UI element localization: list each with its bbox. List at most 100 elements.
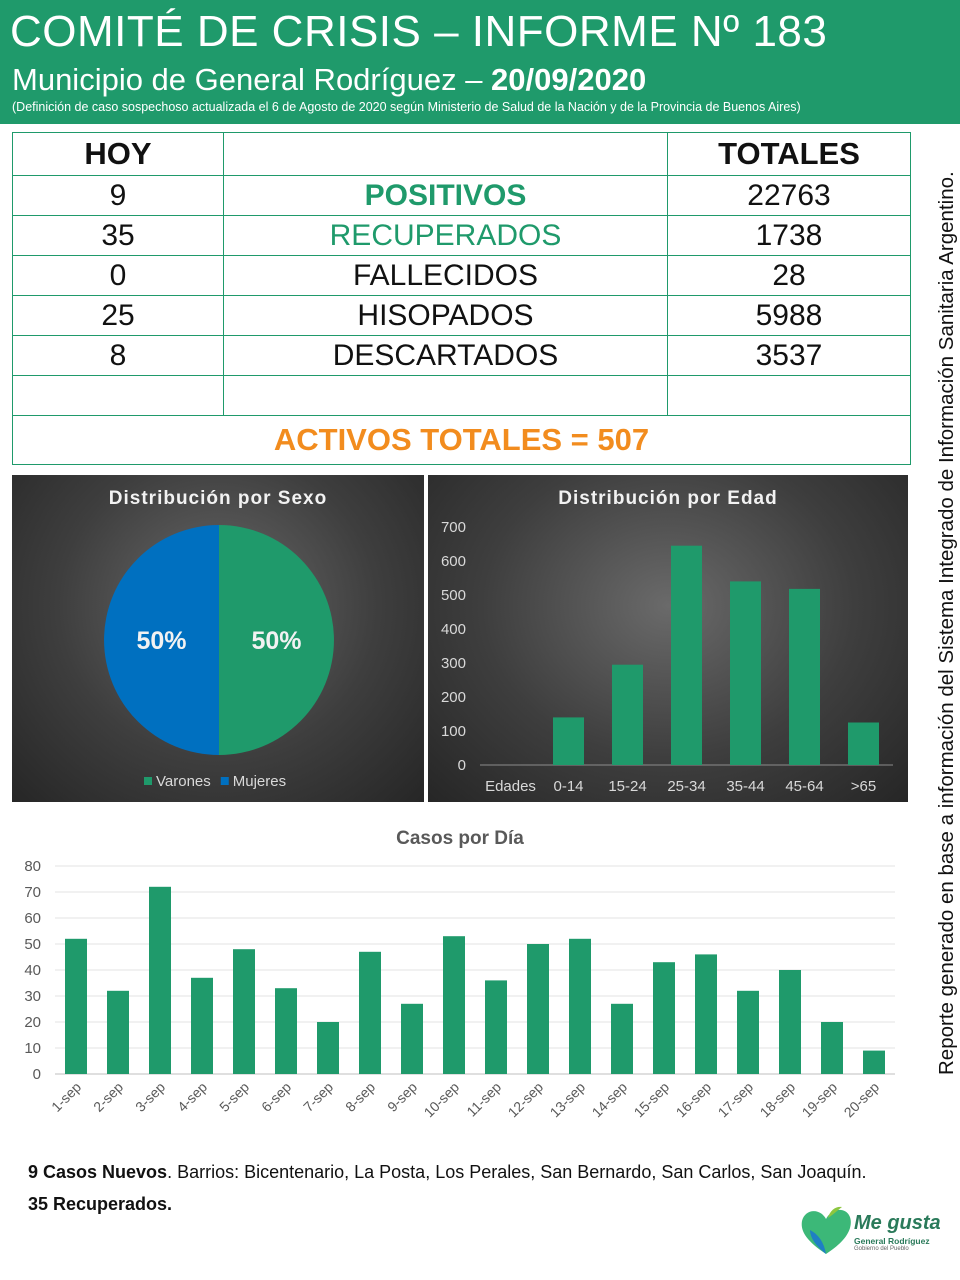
x-tick-label: 19-sep <box>799 1079 841 1121</box>
daily-bar-2-sep <box>107 990 129 1074</box>
daily-bar-16-sep <box>695 954 717 1074</box>
y-tick-label: 40 <box>24 962 41 979</box>
y-tick-label: 70 <box>24 884 41 901</box>
x-tick-label: 6-sep <box>258 1079 294 1115</box>
municipal-logo: Me gusta General Rodríguez Gobierno del … <box>798 1200 948 1260</box>
y-tick-label: 400 <box>441 621 466 638</box>
hoy-value: 35 <box>12 215 224 256</box>
summary-table: HOY TOTALES 9 POSITIVOS 22763 35 RECUPER… <box>12 132 911 465</box>
y-tick-label: 0 <box>33 1066 41 1083</box>
legend-label: Varones <box>156 773 211 790</box>
y-tick-label: 80 <box>24 858 41 875</box>
pie-slice-varones <box>219 525 334 755</box>
summary-header-row: HOY TOTALES <box>12 132 911 176</box>
x-tick-label: 25-34 <box>667 778 705 795</box>
x-tick-label: 1-sep <box>48 1079 84 1115</box>
daily-bar-10-sep <box>443 936 465 1074</box>
daily-bar-5-sep <box>233 949 255 1074</box>
chart-title: Distribución por Sexo <box>109 488 327 509</box>
x-tick-label: 8-sep <box>342 1079 378 1115</box>
age-bar-0-14 <box>553 717 584 765</box>
y-tick-label: 100 <box>441 723 466 740</box>
y-tick-label: 0 <box>458 757 466 774</box>
report-header: COMITÉ DE CRISIS – INFORME Nº 183 Munici… <box>0 0 960 124</box>
age-bar-45-64 <box>789 588 820 765</box>
pie-value-label: 50% <box>251 627 301 655</box>
x-tick-label: >65 <box>851 778 876 795</box>
chart-title: Casos por Día <box>396 828 524 849</box>
age-distribution-panel: Distribución por Edad 0 100 200 300 400 500 600… <box>428 475 908 802</box>
sex-distribution-panel: Distribución por Sexo 50% 50% Varones Mujere… <box>12 475 424 802</box>
row-label: RECUPERADOS <box>223 215 668 256</box>
report-subtitle: Municipio de General Rodríguez – 20/09/2… <box>12 62 646 98</box>
hoy-value: 25 <box>12 295 224 336</box>
daily-bar-15-sep <box>653 962 675 1074</box>
report-title: COMITÉ DE CRISIS – INFORME Nº 183 <box>10 7 828 56</box>
total-value: 5988 <box>667 295 911 336</box>
y-tick-label: 500 <box>441 587 466 604</box>
row-label: HISOPADOS <box>223 295 668 336</box>
hoy-value: 0 <box>12 255 224 296</box>
pie-slice-mujeres <box>104 525 219 755</box>
row-label: POSITIVOS <box>223 175 668 216</box>
x-tick-label: 16-sep <box>673 1079 715 1121</box>
x-tick-label: 17-sep <box>715 1079 757 1121</box>
daily-bar-4-sep <box>191 977 213 1074</box>
x-tick-label: 15-sep <box>631 1079 673 1121</box>
y-tick-label: 300 <box>441 655 466 672</box>
y-tick-label: 30 <box>24 988 41 1005</box>
new-cases-barrios: . Barrios: Bicentenario, La Posta, Los P… <box>167 1162 867 1182</box>
legend-swatch <box>144 777 152 785</box>
hoy-value: 8 <box>12 335 224 376</box>
y-tick-label: 200 <box>441 689 466 706</box>
source-note-vertical: Reporte generado en base a información d… <box>935 171 958 1075</box>
row-label: DESCARTADOS <box>223 335 668 376</box>
x-tick-label: 15-24 <box>608 778 646 795</box>
case-definition-note: (Definición de caso sospechoso actualiza… <box>12 100 801 114</box>
col-hoy-header: HOY <box>12 132 224 176</box>
summary-row-descartados: 8 DESCARTADOS 3537 <box>12 335 911 376</box>
x-tick-label: 13-sep <box>547 1079 589 1121</box>
age-bar-15-24 <box>612 664 643 765</box>
x-tick-label: 14-sep <box>589 1079 631 1121</box>
sex-distribution-chart: Distribución por Sexo 50% 50% Varones Mujere… <box>104 488 334 790</box>
daily-bar-7-sep <box>317 1022 339 1074</box>
daily-bar-3-sep <box>149 886 171 1074</box>
x-tick-label: 10-sep <box>421 1079 463 1121</box>
activos-totales: ACTIVOS TOTALES = 507 <box>12 415 911 465</box>
recovered-note: 35 Recuperados. <box>28 1194 173 1214</box>
total-value: 22763 <box>667 175 911 216</box>
total-value: 28 <box>667 255 911 296</box>
hoy-value: 9 <box>12 175 224 216</box>
total-value: 3537 <box>667 335 911 376</box>
age-distribution-chart: Distribución por Edad 0 100 200 300 400 500 600… <box>441 488 893 795</box>
x-tick-label: 18-sep <box>757 1079 799 1121</box>
summary-row-hisopados: 25 HISOPADOS 5988 <box>12 295 911 336</box>
x-tick-label: 9-sep <box>384 1079 420 1115</box>
x-tick-label: 35-44 <box>726 778 764 795</box>
x-tick-label: 7-sep <box>300 1079 336 1115</box>
y-tick-label: 10 <box>24 1040 41 1057</box>
daily-bar-12-sep <box>527 944 549 1074</box>
chart-title: Distribución por Edad <box>558 488 777 509</box>
x-tick-label: 5-sep <box>216 1079 252 1115</box>
summary-row-activos: ACTIVOS TOTALES = 507 <box>12 415 911 465</box>
x-tick-label: 12-sep <box>505 1079 547 1121</box>
daily-bar-20-sep <box>863 1050 885 1074</box>
daily-bar-6-sep <box>275 988 297 1074</box>
x-tick-label: 0-14 <box>553 778 583 795</box>
empty-cell <box>667 375 911 416</box>
daily-bar-17-sep <box>737 990 759 1074</box>
daily-bar-19-sep <box>821 1022 843 1074</box>
new-cases-count: 9 Casos Nuevos <box>28 1162 168 1182</box>
logo-slogan: Me gusta <box>854 1212 941 1234</box>
daily-bar-13-sep <box>569 938 591 1074</box>
empty-cell <box>223 375 668 416</box>
x-tick-label: 45-64 <box>785 778 823 795</box>
x-tick-label: 4-sep <box>174 1079 210 1115</box>
summary-row-empty <box>12 375 911 416</box>
daily-cases-chart: Casos por Día 0 10 20 30 40 50 60 70 80 1-sep 2-sep… <box>24 828 895 1121</box>
daily-bar-11-sep <box>485 980 507 1074</box>
legend-label: Mujeres <box>233 773 286 790</box>
y-tick-label: 700 <box>441 519 466 536</box>
